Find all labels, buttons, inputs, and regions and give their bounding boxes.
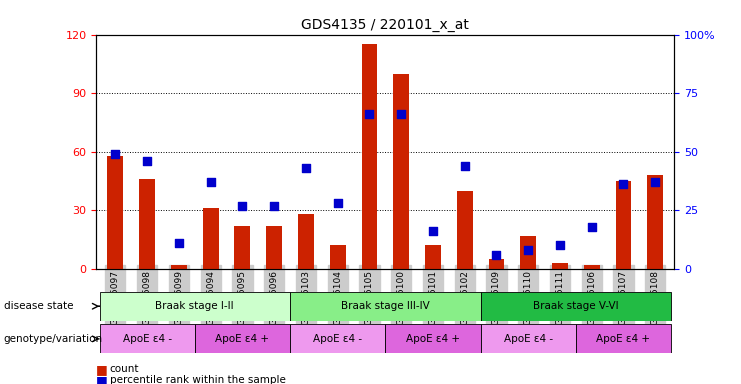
- Text: count: count: [110, 364, 139, 374]
- Point: [586, 223, 598, 230]
- Point: [300, 165, 312, 171]
- Bar: [385, 324, 481, 353]
- Bar: [481, 292, 671, 321]
- Bar: [456, 191, 473, 269]
- Text: ApoE ε4 -: ApoE ε4 -: [122, 334, 172, 344]
- Point: [649, 179, 661, 185]
- Text: ApoE ε4 -: ApoE ε4 -: [504, 334, 553, 344]
- Bar: [171, 265, 187, 269]
- Point: [364, 111, 376, 117]
- Text: genotype/variation: genotype/variation: [4, 334, 103, 344]
- Point: [205, 179, 216, 185]
- Text: percentile rank within the sample: percentile rank within the sample: [110, 375, 285, 384]
- Text: ■: ■: [96, 363, 112, 376]
- Bar: [107, 156, 123, 269]
- Bar: [584, 265, 599, 269]
- Point: [332, 200, 344, 206]
- Point: [173, 240, 185, 246]
- Bar: [266, 226, 282, 269]
- Text: ApoE ε4 +: ApoE ε4 +: [597, 334, 651, 344]
- Bar: [393, 74, 409, 269]
- Bar: [648, 175, 663, 269]
- Bar: [330, 245, 345, 269]
- Bar: [488, 259, 505, 269]
- Text: Braak stage I-II: Braak stage I-II: [156, 301, 234, 311]
- Point: [522, 247, 534, 253]
- Title: GDS4135 / 220101_x_at: GDS4135 / 220101_x_at: [302, 18, 469, 32]
- Bar: [290, 324, 385, 353]
- Point: [110, 151, 122, 157]
- Bar: [425, 245, 441, 269]
- Point: [617, 181, 629, 187]
- Text: ApoE ε4 +: ApoE ε4 +: [216, 334, 270, 344]
- Bar: [290, 292, 481, 321]
- Bar: [139, 179, 155, 269]
- Point: [491, 252, 502, 258]
- Bar: [99, 324, 195, 353]
- Point: [395, 111, 407, 117]
- Bar: [234, 226, 250, 269]
- Text: disease state: disease state: [4, 301, 73, 311]
- Text: ApoE ε4 -: ApoE ε4 -: [313, 334, 362, 344]
- Bar: [576, 324, 671, 353]
- Point: [142, 158, 153, 164]
- Text: ApoE ε4 +: ApoE ε4 +: [406, 334, 460, 344]
- Bar: [195, 324, 290, 353]
- Bar: [481, 324, 576, 353]
- Bar: [616, 181, 631, 269]
- Bar: [298, 214, 314, 269]
- Bar: [520, 236, 536, 269]
- Bar: [552, 263, 568, 269]
- Point: [554, 242, 566, 248]
- Point: [459, 163, 471, 169]
- Text: Braak stage V-VI: Braak stage V-VI: [533, 301, 619, 311]
- Bar: [99, 292, 290, 321]
- Text: ■: ■: [96, 374, 112, 384]
- Point: [268, 202, 280, 209]
- Text: Braak stage III-IV: Braak stage III-IV: [341, 301, 430, 311]
- Bar: [362, 44, 377, 269]
- Point: [236, 202, 248, 209]
- Point: [427, 228, 439, 234]
- Bar: [203, 208, 219, 269]
